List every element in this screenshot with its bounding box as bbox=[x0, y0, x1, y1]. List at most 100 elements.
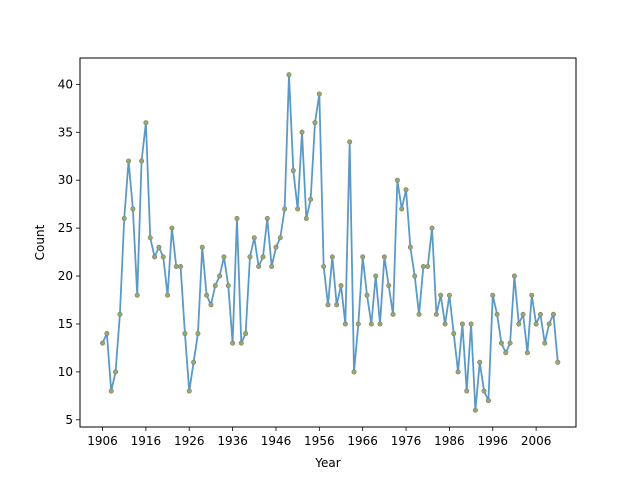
data-point bbox=[212, 283, 218, 289]
data-point bbox=[256, 263, 262, 269]
data-point bbox=[433, 311, 439, 317]
data-point bbox=[325, 302, 331, 308]
data-point bbox=[524, 350, 530, 356]
data-point bbox=[121, 216, 127, 222]
x-tick-label: 1956 bbox=[304, 434, 335, 448]
data-point bbox=[338, 283, 344, 289]
data-point bbox=[273, 244, 279, 250]
data-point bbox=[243, 331, 249, 337]
data-point bbox=[204, 292, 210, 298]
data-point bbox=[264, 216, 270, 222]
data-point bbox=[169, 225, 175, 231]
x-tick-label: 1936 bbox=[217, 434, 248, 448]
data-point bbox=[221, 254, 227, 260]
data-point bbox=[152, 254, 158, 260]
data-point bbox=[468, 321, 474, 327]
data-point bbox=[143, 120, 149, 126]
data-point bbox=[520, 311, 526, 317]
data-point bbox=[542, 340, 548, 346]
x-axis-label: Year bbox=[314, 456, 340, 470]
data-point bbox=[329, 254, 335, 260]
data-point bbox=[195, 331, 201, 337]
data-point bbox=[390, 311, 396, 317]
data-point bbox=[134, 292, 140, 298]
data-point bbox=[182, 331, 188, 337]
data-point bbox=[269, 263, 275, 269]
data-point bbox=[364, 292, 370, 298]
data-point bbox=[546, 321, 552, 327]
data-point bbox=[130, 206, 136, 212]
data-point bbox=[126, 158, 132, 164]
data-point bbox=[347, 139, 353, 145]
data-point bbox=[238, 340, 244, 346]
x-tick-label: 1996 bbox=[477, 434, 508, 448]
data-point bbox=[290, 168, 296, 174]
y-axis-ticks: 5 10 15 20 25 30 35 40 bbox=[58, 77, 80, 427]
data-point bbox=[425, 263, 431, 269]
data-point bbox=[147, 235, 153, 241]
data-point bbox=[100, 340, 106, 346]
data-point bbox=[416, 311, 422, 317]
data-point bbox=[368, 321, 374, 327]
plot-area bbox=[100, 72, 561, 413]
data-point bbox=[537, 311, 543, 317]
data-point bbox=[355, 321, 361, 327]
data-point bbox=[165, 292, 171, 298]
data-point bbox=[394, 177, 400, 183]
data-point bbox=[373, 273, 379, 279]
x-tick-label: 1966 bbox=[347, 434, 378, 448]
data-point bbox=[451, 331, 457, 337]
data-point bbox=[173, 263, 179, 269]
data-point bbox=[117, 311, 123, 317]
data-point bbox=[160, 254, 166, 260]
data-point bbox=[251, 235, 257, 241]
data-point bbox=[533, 321, 539, 327]
data-point bbox=[477, 359, 483, 365]
y-axis-label: Count bbox=[33, 224, 47, 260]
data-point bbox=[217, 273, 223, 279]
data-point bbox=[308, 196, 314, 202]
y-tick-label: 35 bbox=[58, 125, 73, 139]
y-tick-label: 40 bbox=[58, 77, 73, 91]
data-point bbox=[156, 244, 162, 250]
data-point bbox=[234, 216, 240, 222]
data-point bbox=[113, 369, 119, 375]
data-point bbox=[108, 388, 114, 394]
data-point bbox=[429, 225, 435, 231]
x-tick-label: 1946 bbox=[261, 434, 292, 448]
data-point bbox=[286, 72, 292, 78]
data-point bbox=[247, 254, 253, 260]
x-tick-label: 1986 bbox=[434, 434, 465, 448]
data-point bbox=[494, 311, 500, 317]
x-tick-label: 1976 bbox=[391, 434, 422, 448]
data-point bbox=[386, 283, 392, 289]
data-point bbox=[104, 331, 110, 337]
data-point bbox=[191, 359, 197, 365]
data-point bbox=[303, 216, 309, 222]
data-point bbox=[464, 388, 470, 394]
data-point bbox=[351, 369, 357, 375]
data-point bbox=[277, 235, 283, 241]
data-point bbox=[503, 350, 509, 356]
y-tick-label: 15 bbox=[58, 317, 73, 331]
data-point bbox=[312, 120, 318, 126]
data-point bbox=[412, 273, 418, 279]
y-tick-label: 20 bbox=[58, 269, 73, 283]
data-point bbox=[550, 311, 556, 317]
x-axis-ticks: 1906 1916 1926 1936 1946 1956 1966 1976 1986 1996… bbox=[87, 427, 551, 448]
y-tick-label: 5 bbox=[65, 413, 73, 427]
axes-frame bbox=[79, 57, 577, 428]
data-point bbox=[208, 302, 214, 308]
data-point bbox=[420, 263, 426, 269]
y-tick-label: 10 bbox=[58, 365, 73, 379]
x-tick-label: 1916 bbox=[131, 434, 162, 448]
data-point bbox=[498, 340, 504, 346]
data-point bbox=[446, 292, 452, 298]
data-point bbox=[316, 91, 322, 97]
data-point bbox=[399, 206, 405, 212]
data-point bbox=[199, 244, 205, 250]
data-point bbox=[555, 359, 561, 365]
data-point bbox=[282, 206, 288, 212]
data-point bbox=[342, 321, 348, 327]
